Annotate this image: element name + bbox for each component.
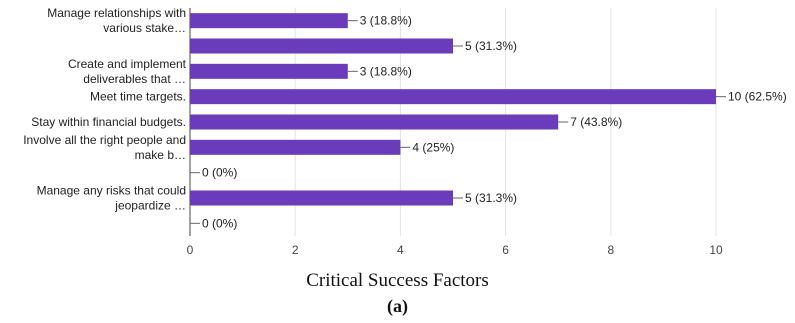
bar xyxy=(190,114,559,130)
x-tick-label: 6 xyxy=(502,243,509,257)
x-axis-ticks: 0 2 4 6 8 10 xyxy=(187,243,723,257)
x-tick-label: 4 xyxy=(397,243,404,257)
value-label: 0 (0%) xyxy=(202,166,237,180)
category-label: jeopardize … xyxy=(114,199,186,213)
category-label: deliverables that … xyxy=(83,72,186,86)
value-label: 7 (43.8%) xyxy=(570,115,622,129)
value-labels: 3 (18.8%) 5 (31.3%) 3 (18.8%) 10 (62.5%) 7 (… xyxy=(190,14,787,230)
figure-sublabel: (a) xyxy=(387,296,408,316)
value-label: 4 (25%) xyxy=(412,140,454,154)
category-label: Stay within financial budgets. xyxy=(31,115,186,129)
bar xyxy=(190,38,453,54)
category-label: various stake… xyxy=(103,21,186,35)
bars xyxy=(190,13,716,206)
figure-caption: Critical Success Factors xyxy=(306,270,489,291)
category-label: Manage relationships with xyxy=(47,6,186,20)
bar xyxy=(190,13,348,29)
value-label: 5 (31.3%) xyxy=(465,39,517,53)
category-label: Involve all the right people and xyxy=(23,133,186,147)
bar xyxy=(190,63,348,79)
value-label: 3 (18.8%) xyxy=(360,64,412,78)
category-label: Manage any risks that could xyxy=(37,184,186,198)
bar xyxy=(190,89,716,105)
x-tick-label: 0 xyxy=(187,243,194,257)
value-label: 3 (18.8%) xyxy=(360,14,412,28)
bar xyxy=(190,190,453,206)
x-tick-label: 2 xyxy=(292,243,299,257)
category-label: make b… xyxy=(135,148,186,162)
bar xyxy=(190,139,401,155)
value-label: 0 (0%) xyxy=(202,216,237,230)
category-label: Create and implement xyxy=(68,57,187,71)
value-label: 10 (62.5%) xyxy=(728,90,787,104)
value-label: 5 (31.3%) xyxy=(465,191,517,205)
x-tick-label: 10 xyxy=(709,243,723,257)
category-label: Meet time targets. xyxy=(90,90,186,104)
x-tick-label: 8 xyxy=(607,243,614,257)
